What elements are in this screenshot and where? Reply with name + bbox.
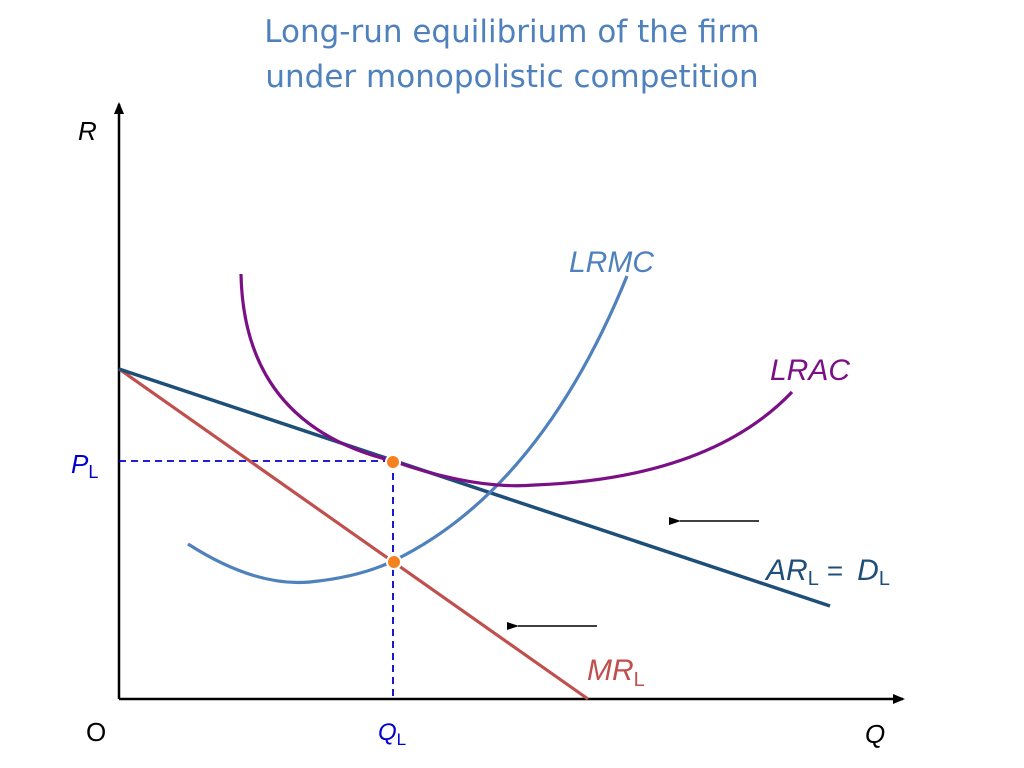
diagram-title: Long-run equilibrium of the firm under m…	[0, 10, 1024, 100]
price-label-sub: L	[88, 462, 98, 482]
price-label-main: P	[71, 449, 89, 479]
demand-label: ARL = DL	[764, 554, 890, 590]
quantity-label: QL	[378, 719, 406, 749]
mr-label: MRL	[587, 654, 645, 691]
x-axis-label: Q	[865, 719, 885, 749]
title-line-2: under monopolistic competition	[265, 59, 759, 95]
demand-label-equals: =	[827, 555, 843, 586]
mr-curve	[118, 367, 589, 701]
quantity-label-sub: L	[397, 730, 406, 749]
lrmc-curve	[187, 275, 629, 585]
demand-label-ar: AR	[764, 554, 808, 587]
origin-label: O	[86, 717, 106, 747]
lrac-label: LRAC	[770, 354, 850, 387]
y-axis-label: R	[78, 116, 97, 146]
demand-label-ar-sub: L	[808, 568, 819, 590]
mr-label-main: MR	[587, 654, 634, 687]
mr-lrmc-intersection-point	[386, 554, 402, 570]
tangency-point	[385, 454, 401, 470]
lrmc-label: LRMC	[569, 246, 654, 279]
mr-label-sub: L	[634, 669, 645, 691]
demand-curve	[118, 367, 831, 608]
price-label: PL	[71, 449, 98, 482]
lrac-curve	[239, 273, 794, 488]
quantity-label-main: Q	[378, 719, 397, 746]
demand-label-d-sub: L	[879, 568, 890, 590]
title-line-1: Long-run equilibrium of the firm	[264, 14, 760, 50]
demand-label-d: D	[857, 554, 879, 587]
